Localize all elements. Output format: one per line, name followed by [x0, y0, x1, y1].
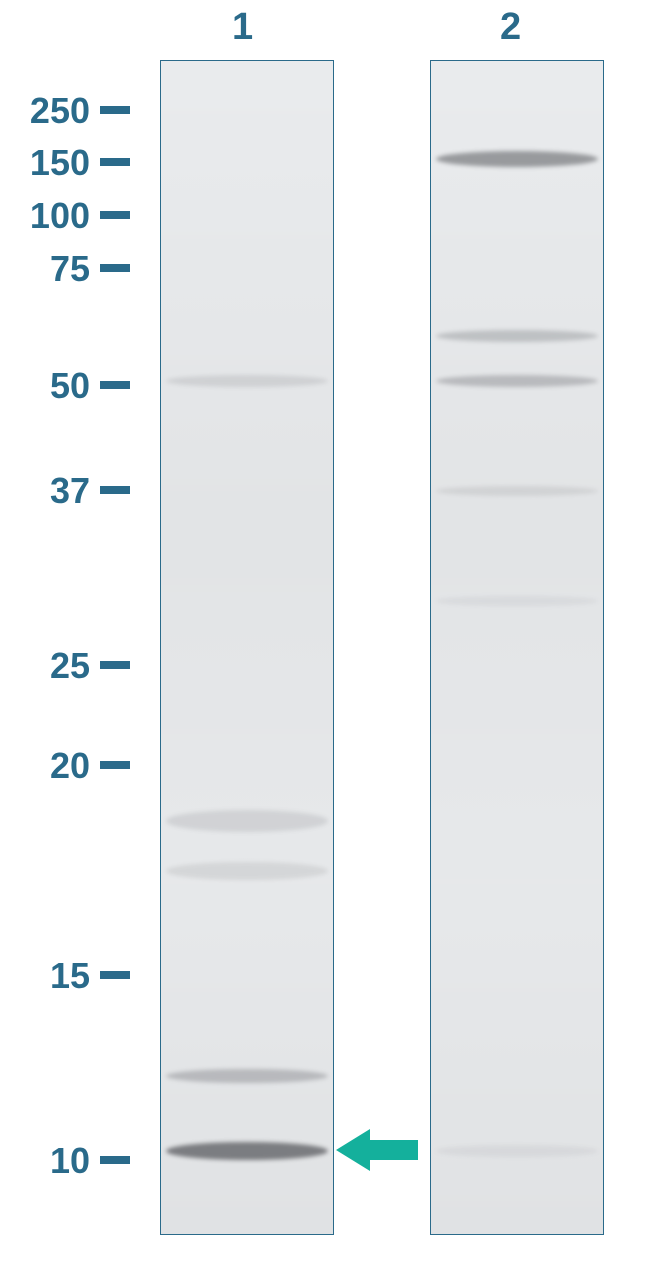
mw-tick	[100, 381, 130, 389]
blot-band	[166, 862, 328, 880]
blot-band	[166, 1142, 328, 1160]
blot-band	[436, 1145, 598, 1157]
blot-band	[436, 151, 598, 167]
lane-1	[160, 60, 334, 1235]
lane-header-1: 1	[232, 6, 253, 49]
blot-band	[436, 486, 598, 496]
mw-label: 50	[0, 365, 90, 407]
western-blot-figure: 1 2 250 150 100 75 50 37 25 20 15 10	[0, 0, 650, 1270]
target-band-arrow-icon	[336, 1127, 418, 1173]
blot-band	[166, 1069, 328, 1083]
blot-band	[436, 330, 598, 342]
blot-band	[166, 375, 328, 387]
blot-band	[436, 375, 598, 387]
mw-label: 25	[0, 645, 90, 687]
mw-label: 250	[0, 90, 90, 132]
lane-header-2: 2	[500, 6, 521, 49]
arrow-shape	[336, 1129, 418, 1171]
mw-tick	[100, 661, 130, 669]
mw-label: 15	[0, 955, 90, 997]
mw-label: 10	[0, 1140, 90, 1182]
mw-label: 75	[0, 248, 90, 290]
mw-label: 37	[0, 470, 90, 512]
mw-tick	[100, 486, 130, 494]
mw-tick	[100, 211, 130, 219]
lane-2	[430, 60, 604, 1235]
blot-band	[436, 596, 598, 606]
mw-tick	[100, 158, 130, 166]
mw-tick	[100, 264, 130, 272]
mw-label: 150	[0, 142, 90, 184]
mw-label: 100	[0, 195, 90, 237]
mw-label: 20	[0, 745, 90, 787]
blot-band	[166, 810, 328, 832]
mw-tick	[100, 1156, 130, 1164]
mw-tick	[100, 761, 130, 769]
mw-tick	[100, 106, 130, 114]
mw-tick	[100, 971, 130, 979]
